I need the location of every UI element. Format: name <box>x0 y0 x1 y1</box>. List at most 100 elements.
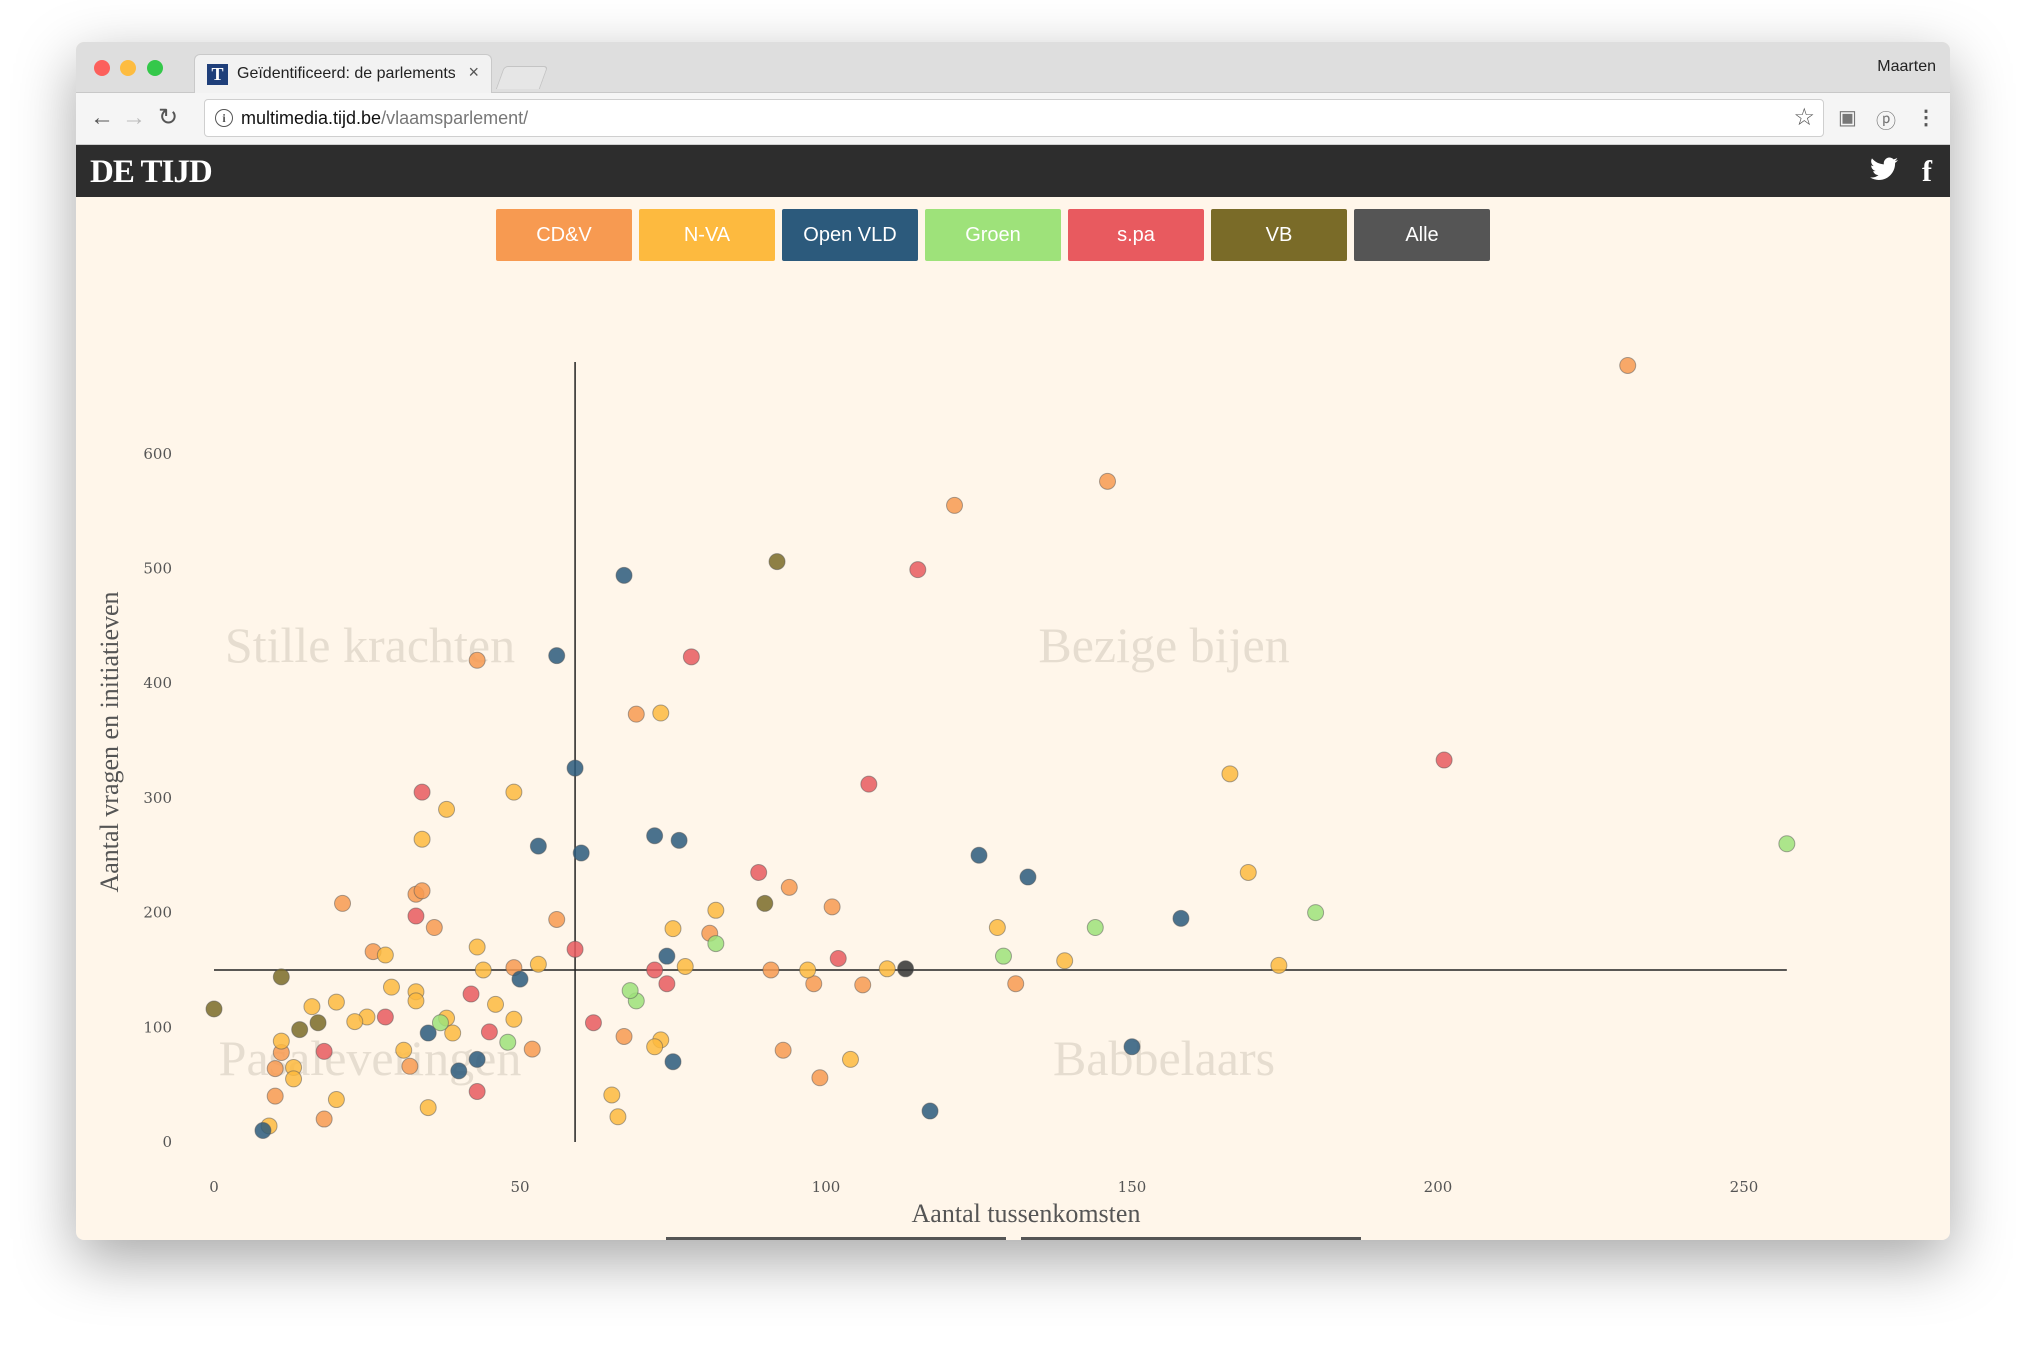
data-point[interactable] <box>603 1086 621 1104</box>
data-point[interactable] <box>272 1032 290 1050</box>
data-point[interactable] <box>750 863 768 881</box>
data-point[interactable] <box>1435 751 1453 769</box>
data-point[interactable] <box>413 783 431 801</box>
data-point[interactable] <box>438 800 456 818</box>
data-point[interactable] <box>291 1021 309 1039</box>
data-point[interactable] <box>309 1014 327 1032</box>
data-point[interactable] <box>480 1023 498 1041</box>
maximize-window-button[interactable] <box>147 60 163 76</box>
tab-close-icon[interactable]: × <box>468 62 479 82</box>
data-point[interactable] <box>1099 472 1117 490</box>
data-point[interactable] <box>1086 919 1104 937</box>
data-point[interactable] <box>658 975 676 993</box>
filter-cdv-button[interactable]: CD&V <box>496 209 632 261</box>
data-point[interactable] <box>854 976 872 994</box>
filter-vb-button[interactable]: VB <box>1211 209 1347 261</box>
reload-icon[interactable]: ↻ <box>157 104 179 131</box>
browser-tab[interactable]: T Geïdentificeerd: de parlements × <box>194 54 492 93</box>
data-point[interactable] <box>468 651 486 669</box>
star-icon[interactable]: ☆ <box>1793 104 1815 131</box>
data-point[interactable] <box>376 946 394 964</box>
data-point[interactable] <box>762 961 780 979</box>
data-point[interactable] <box>707 901 725 919</box>
minimize-window-button[interactable] <box>120 60 136 76</box>
data-point[interactable] <box>970 846 988 864</box>
data-point[interactable] <box>566 759 584 777</box>
data-point[interactable] <box>878 960 896 978</box>
data-point[interactable] <box>419 1024 437 1042</box>
data-point[interactable] <box>315 1110 333 1128</box>
filter-groen-button[interactable]: Groen <box>925 209 1061 261</box>
data-point[interactable] <box>988 919 1006 937</box>
data-point[interactable] <box>395 1041 413 1059</box>
data-point[interactable] <box>266 1087 284 1105</box>
bottom-scroll-tab[interactable] <box>1021 1237 1361 1240</box>
data-point[interactable] <box>511 970 529 988</box>
data-point[interactable] <box>413 830 431 848</box>
data-point[interactable] <box>1019 868 1037 886</box>
info-icon[interactable]: i <box>215 109 233 127</box>
data-point[interactable] <box>841 1050 859 1068</box>
data-point[interactable] <box>315 1042 333 1060</box>
data-point[interactable] <box>548 910 566 928</box>
filter-spa-button[interactable]: s.pa <box>1068 209 1204 261</box>
data-point[interactable] <box>413 882 431 900</box>
facebook-icon[interactable]: f <box>1922 155 1932 188</box>
site-logo[interactable]: DE TIJD <box>90 154 213 190</box>
data-point[interactable] <box>425 919 443 937</box>
data-point[interactable] <box>921 1102 939 1120</box>
data-point[interactable] <box>266 1060 284 1078</box>
data-point[interactable] <box>1307 904 1325 922</box>
data-point[interactable] <box>376 1008 394 1026</box>
data-point[interactable] <box>658 947 676 965</box>
data-point[interactable] <box>627 705 645 723</box>
data-point[interactable] <box>664 1053 682 1071</box>
data-point[interactable] <box>205 1000 223 1018</box>
data-point[interactable] <box>327 1091 345 1109</box>
data-point[interactable] <box>774 1041 792 1059</box>
data-point[interactable] <box>646 1038 664 1056</box>
data-point[interactable] <box>285 1070 303 1088</box>
data-point[interactable] <box>499 1033 517 1051</box>
data-point[interactable] <box>811 1069 829 1087</box>
profile-name[interactable]: Maarten <box>1877 58 1936 75</box>
data-point[interactable] <box>1123 1038 1141 1056</box>
menu-icon[interactable]: ⋮ <box>1916 107 1936 129</box>
twitter-icon[interactable] <box>1870 157 1898 188</box>
forward-icon[interactable]: → <box>122 104 146 131</box>
data-point[interactable] <box>682 648 700 666</box>
data-point[interactable] <box>1007 975 1025 993</box>
data-point[interactable] <box>823 898 841 916</box>
data-point[interactable] <box>1056 952 1074 970</box>
data-point[interactable] <box>444 1024 462 1042</box>
data-point[interactable] <box>1619 356 1637 374</box>
filter-openvld-button[interactable]: Open VLD <box>782 209 918 261</box>
data-point[interactable] <box>254 1122 272 1140</box>
data-point[interactable] <box>523 1040 541 1058</box>
data-point[interactable] <box>505 783 523 801</box>
data-point[interactable] <box>780 878 798 896</box>
data-point[interactable] <box>474 961 492 979</box>
bottom-scroll-tab[interactable] <box>666 1237 1006 1240</box>
data-point[interactable] <box>487 995 505 1013</box>
data-point[interactable] <box>946 496 964 514</box>
data-point[interactable] <box>1239 863 1257 881</box>
data-point[interactable] <box>462 985 480 1003</box>
data-point[interactable] <box>303 998 321 1016</box>
url-text[interactable]: multimedia.tijd.be/vlaamsparlement/ <box>241 108 528 129</box>
data-point[interactable] <box>756 894 774 912</box>
data-point[interactable] <box>468 1050 486 1068</box>
data-point[interactable] <box>646 827 664 845</box>
data-point[interactable] <box>1778 835 1796 853</box>
data-point[interactable] <box>327 993 345 1011</box>
data-point[interactable] <box>897 960 915 978</box>
data-point[interactable] <box>529 837 547 855</box>
data-point[interactable] <box>1172 909 1190 927</box>
data-point[interactable] <box>799 961 817 979</box>
data-point[interactable] <box>548 647 566 665</box>
data-point[interactable] <box>664 920 682 938</box>
data-point[interactable] <box>584 1014 602 1032</box>
data-point[interactable] <box>994 947 1012 965</box>
data-point[interactable] <box>621 982 639 1000</box>
pocket-extension-icon[interactable]: ⓟ <box>1876 111 1896 133</box>
